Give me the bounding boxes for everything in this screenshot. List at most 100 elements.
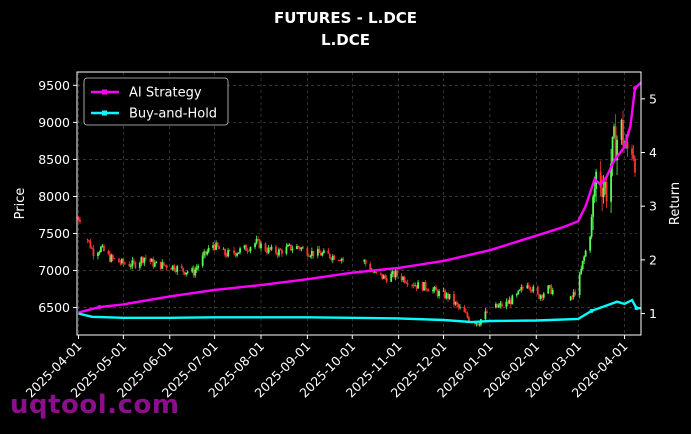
candle-body <box>613 126 615 137</box>
candle-body <box>237 252 240 254</box>
candle-body <box>572 291 575 298</box>
candle-body <box>396 270 399 276</box>
candle-body <box>191 268 194 272</box>
candle-body <box>506 301 509 304</box>
y-right-tick-label: 1 <box>649 306 657 321</box>
candle-body <box>593 188 596 197</box>
candle-body <box>423 281 425 291</box>
candle-body <box>215 242 218 250</box>
candle-body <box>511 295 514 305</box>
candle-body <box>119 262 122 264</box>
candle-body <box>103 245 105 252</box>
candle-body <box>278 249 280 256</box>
legend: AI Strategy Buy-and-Hold <box>83 77 229 126</box>
y-left-tick-label: 8500 <box>38 152 70 167</box>
candle-body <box>456 302 458 305</box>
y-left-tick-label: 8000 <box>38 189 70 204</box>
candle-body <box>382 275 385 279</box>
candle-body <box>239 248 241 253</box>
series-line-ai-strategy <box>78 81 642 314</box>
candle-body <box>403 277 406 283</box>
candle-body <box>610 163 612 202</box>
candle-body <box>454 302 457 305</box>
candle-body <box>521 287 524 289</box>
y-right-tick-label: 5 <box>649 91 657 106</box>
candle-body <box>381 274 384 279</box>
candle-body <box>390 274 393 282</box>
candle-body <box>622 119 624 146</box>
candle-body <box>254 243 256 248</box>
candle-body <box>509 299 512 305</box>
candle-body <box>260 243 262 249</box>
candle-body <box>478 324 481 326</box>
candle-body <box>574 291 577 295</box>
candle-body <box>79 219 81 222</box>
candle-body <box>110 255 113 262</box>
candle-body <box>583 256 586 261</box>
candle-body <box>173 265 176 271</box>
watermark: uqtool.com <box>10 390 180 420</box>
candle-body <box>123 263 126 265</box>
candle-body <box>218 246 221 250</box>
chart-title: FUTURES - L.DCE <box>273 9 418 27</box>
candle-body <box>465 312 467 314</box>
y-left-tick-label: 7000 <box>38 263 70 278</box>
candle-body <box>162 262 165 266</box>
candle-body <box>201 255 204 266</box>
candle-body <box>309 255 312 257</box>
candle-body <box>499 303 502 306</box>
candle-body <box>276 253 279 256</box>
y-axis-label-left: Price <box>13 188 28 220</box>
candle-body <box>89 241 92 249</box>
candle-body <box>297 246 300 248</box>
y-axis-label-right: Return <box>668 182 683 225</box>
candle-body <box>246 250 249 252</box>
y-left-tick-label: 9500 <box>38 78 70 93</box>
candle-body <box>529 287 532 291</box>
candle-body <box>611 136 614 164</box>
legend-box <box>83 77 229 126</box>
candle-body <box>547 285 550 294</box>
candle-body <box>385 277 388 282</box>
candle-body <box>432 289 434 292</box>
candle-body <box>258 239 261 249</box>
candle-body <box>225 255 228 257</box>
candle-body <box>448 294 451 299</box>
candle-body <box>590 216 593 237</box>
candle-body <box>496 303 499 308</box>
candle-body <box>536 286 539 295</box>
candle-body <box>97 253 99 257</box>
series-marker <box>97 305 102 310</box>
legend-label: Buy-and-Hold <box>129 107 217 122</box>
candle-body <box>249 247 252 251</box>
candle-body <box>435 287 437 291</box>
candle-body <box>330 257 333 260</box>
candle-body <box>245 245 247 251</box>
candle-body <box>571 296 574 298</box>
candle-body <box>150 258 153 262</box>
candle-body <box>164 265 167 267</box>
candle-body <box>312 250 315 256</box>
candle-body <box>518 289 521 291</box>
candle-body <box>340 258 343 261</box>
candle-body <box>530 290 533 292</box>
candle-body <box>257 238 259 240</box>
candle-body <box>291 249 294 251</box>
candle-body <box>203 251 206 256</box>
price-candles <box>76 110 636 327</box>
candle-body <box>486 311 488 313</box>
candle-body <box>197 265 200 268</box>
candle-body <box>526 285 529 289</box>
legend-label: AI Strategy <box>129 86 202 101</box>
candle-body <box>328 253 331 258</box>
candle-body <box>206 251 209 255</box>
candle-body <box>113 258 116 260</box>
candle-body <box>364 260 367 264</box>
candle-body <box>604 181 606 188</box>
candle-body <box>406 283 409 285</box>
candle-body <box>212 245 215 248</box>
candle-body <box>281 249 283 254</box>
candle-body <box>266 250 268 253</box>
candle-body <box>174 270 177 272</box>
candle-body <box>213 245 216 250</box>
